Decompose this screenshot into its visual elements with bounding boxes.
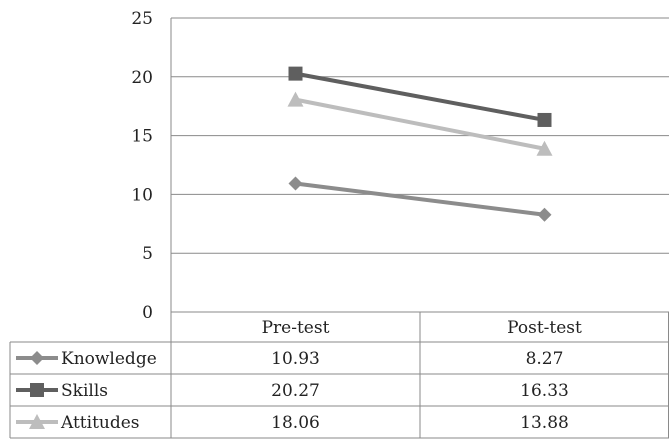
data-point-skills (288, 66, 303, 81)
data-point-knowledge (537, 207, 552, 222)
series-line-attitudes (295, 97, 545, 151)
y-tick-label: 10 (131, 185, 153, 205)
legend-label: Knowledge (61, 349, 157, 369)
y-tick-label: 5 (142, 244, 153, 264)
y-tick-label: 15 (131, 127, 153, 147)
y-tick-label: 25 (131, 9, 153, 29)
data-label: 10.93 (271, 349, 320, 369)
legend-key-marker (30, 383, 44, 397)
legend-key-marker (30, 351, 44, 365)
series-line-skills (295, 71, 545, 122)
y-axis-ticks: 0 5 10 15 20 25 (131, 9, 153, 323)
data-label: 18.06 (271, 413, 320, 433)
data-label: 8.27 (526, 349, 564, 369)
series-line-knowledge (295, 181, 545, 217)
series-lines (287, 66, 553, 222)
y-tick-label: 20 (131, 68, 153, 88)
data-point-attitudes (287, 91, 304, 107)
category-label: Pre-test (262, 318, 330, 338)
gridlines (170, 17, 669, 313)
data-label: 16.33 (520, 381, 569, 401)
category-label: Post-test (507, 318, 582, 338)
data-point-knowledge (288, 176, 303, 191)
legend-key-marker (29, 414, 45, 429)
data-point-attitudes (536, 140, 553, 156)
data-table: Pre-test Post-test Knowledge 10.93 8.27 Skill… (9, 312, 669, 439)
data-label: 20.27 (271, 381, 320, 401)
data-label: 13.88 (520, 413, 569, 433)
data-point-skills (537, 112, 552, 127)
legend-label: Attitudes (60, 413, 140, 433)
y-tick-label: 0 (142, 303, 153, 323)
legend-label: Skills (61, 381, 108, 401)
